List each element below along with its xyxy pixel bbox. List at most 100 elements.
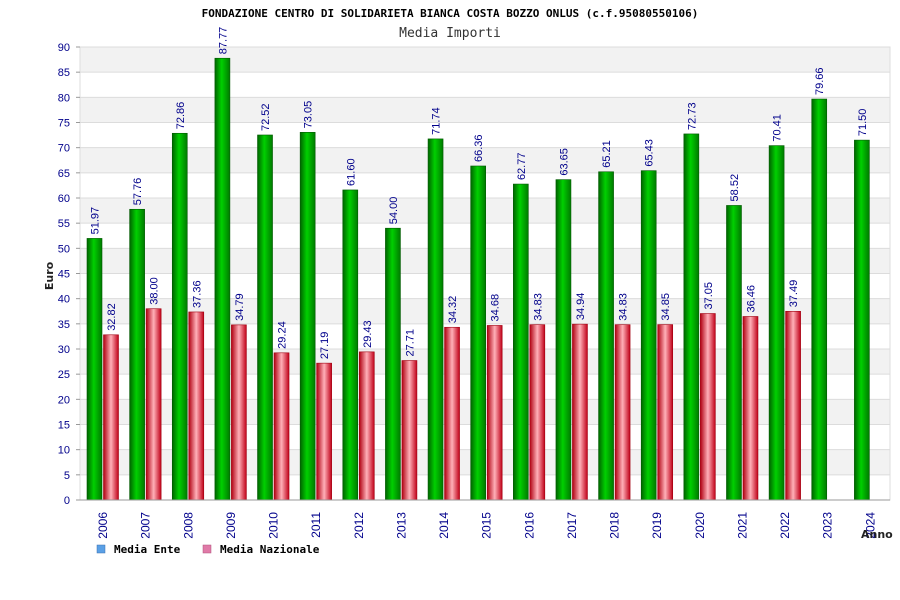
bar-media-ente-2006: [86, 238, 103, 501]
value-label-media-ente-2009: 87.77: [217, 27, 229, 55]
x-tick-label-2006: 2006: [96, 512, 110, 539]
bar-media-nazionale-2022: [785, 311, 801, 501]
y-tick-label: 0: [64, 495, 70, 507]
bar-media-ente-2022: [768, 145, 785, 501]
legend-swatch-media-nazionale: [202, 544, 212, 554]
bar-media-ente-2007: [129, 208, 145, 501]
bar-media-ente-2009: [214, 57, 231, 501]
value-label-media-ente-2018: 65.21: [601, 140, 613, 168]
value-label-media-ente-2020: 72.73: [686, 102, 698, 130]
bar-media-nazionale-2009: [231, 324, 247, 501]
bar-media-ente-2021: [726, 205, 742, 501]
x-tick-label-2017: 2017: [565, 512, 579, 539]
y-tick-label: 40: [58, 294, 70, 306]
value-label-media-nazionale-2021: 36.46: [745, 285, 757, 313]
value-label-media-ente-2014: 71.74: [431, 107, 443, 135]
value-label-media-nazionale-2016: 34.83: [532, 293, 544, 321]
y-axis-label: Euro: [43, 261, 56, 290]
legend-label-media-nazionale: Media Nazionale: [220, 543, 320, 556]
y-tick-label: 25: [58, 369, 70, 381]
x-tick-label-2022: 2022: [778, 512, 792, 539]
bar-media-ente-2020: [683, 133, 700, 501]
value-label-media-nazionale-2022: 37.49: [788, 280, 800, 308]
bar-media-ente-2011: [299, 132, 316, 501]
bar-media-nazionale-2019: [657, 324, 674, 501]
bar-media-ente-2017: [555, 179, 572, 501]
x-tick-label-2019: 2019: [650, 512, 664, 539]
y-axis-ticks: 0 5 10 15 20 25 30 35 40 45 50 55 60 65 70 75 80 85 90: [58, 42, 80, 507]
bar-media-ente-2018: [598, 171, 614, 501]
x-tick-label-2008: 2008: [181, 512, 195, 539]
value-label-media-nazionale-2013: 27.71: [404, 329, 416, 357]
value-label-media-ente-2024: 71.50: [857, 109, 869, 137]
bar-media-ente-2019: [640, 170, 657, 501]
x-axis-ticks: 2006 2007 2008 2009 2010 2011 2012 2013 2014 2015…: [80, 499, 890, 539]
x-axis-label: Anno: [861, 528, 893, 541]
bars: [86, 57, 870, 501]
y-tick-label: 90: [58, 42, 70, 54]
y-tick-label: 30: [58, 344, 70, 356]
value-label-media-nazionale-2012: 29.43: [362, 320, 374, 348]
bar-media-nazionale-2007: [145, 308, 162, 501]
x-tick-label-2024: 2024: [863, 512, 877, 539]
value-label-media-ente-2006: 51.97: [90, 207, 102, 235]
legend: Media Ente Media Nazionale: [96, 543, 320, 556]
value-label-media-ente-2021: 58.52: [729, 174, 741, 202]
bar-media-nazionale-2012: [358, 351, 375, 501]
value-label-media-nazionale-2006: 32.82: [106, 303, 118, 331]
value-label-media-ente-2012: 61.60: [345, 158, 357, 186]
plot-band: [80, 97, 890, 123]
y-tick-label: 45: [58, 269, 70, 281]
x-tick-label-2010: 2010: [267, 512, 281, 539]
bar-media-ente-2024: [854, 139, 870, 501]
bar-media-nazionale-2010: [273, 352, 290, 501]
y-tick-label: 60: [58, 193, 70, 205]
value-label-media-nazionale-2019: 34.85: [660, 293, 672, 321]
y-tick-label: 50: [58, 243, 70, 255]
bar-media-nazionale-2018: [614, 324, 631, 501]
value-label-media-nazionale-2008: 37.36: [191, 280, 203, 308]
x-tick-label-2013: 2013: [394, 512, 408, 539]
x-tick-label-2021: 2021: [735, 512, 749, 539]
value-label-media-nazionale-2017: 34.94: [575, 293, 587, 321]
y-tick-label: 55: [58, 218, 70, 230]
y-tick-label: 10: [58, 445, 70, 457]
value-label-media-ente-2016: 62.77: [516, 153, 528, 181]
x-tick-label-2018: 2018: [608, 512, 622, 539]
bar-media-ente-2023: [811, 98, 828, 501]
x-tick-label-2020: 2020: [693, 512, 707, 539]
bar-media-ente-2014: [427, 138, 444, 501]
bar-media-ente-2016: [513, 183, 529, 501]
value-label-media-nazionale-2007: 38.00: [149, 277, 161, 305]
y-tick-label: 20: [58, 394, 70, 406]
bar-media-nazionale-2013: [401, 360, 418, 501]
x-tick-label-2011: 2011: [309, 512, 323, 538]
value-label-media-ente-2011: 73.05: [303, 101, 315, 129]
bar-media-nazionale-2008: [188, 311, 205, 501]
chart-title: FONDAZIONE CENTRO DI SOLIDARIETA BIANCA …: [202, 7, 699, 20]
x-tick-label-2007: 2007: [139, 512, 153, 539]
y-tick-label: 70: [58, 143, 70, 155]
value-label-media-nazionale-2010: 29.24: [277, 321, 289, 349]
value-label-media-ente-2019: 65.43: [644, 139, 656, 167]
value-label-media-ente-2013: 54.00: [388, 197, 400, 225]
y-tick-label: 15: [58, 420, 70, 432]
value-label-media-nazionale-2015: 34.68: [490, 294, 502, 322]
bar-media-ente-2015: [470, 165, 486, 501]
value-label-media-nazionale-2011: 27.19: [319, 332, 331, 360]
bar-media-ente-2013: [385, 227, 401, 501]
value-label-media-ente-2008: 72.86: [175, 102, 187, 130]
y-tick-label: 85: [58, 67, 70, 79]
x-tick-label-2014: 2014: [437, 512, 451, 539]
y-tick-label: 35: [58, 319, 70, 331]
bar-media-nazionale-2021: [742, 316, 759, 501]
value-label-media-ente-2010: 72.52: [260, 103, 272, 131]
bar-media-ente-2010: [257, 134, 273, 501]
x-tick-label-2012: 2012: [352, 512, 366, 539]
y-tick-label: 75: [58, 118, 70, 130]
bar-media-nazionale-2015: [486, 325, 503, 501]
plot-band: [80, 72, 890, 98]
bar-media-ente-2008: [171, 132, 188, 501]
bar-media-nazionale-2006: [103, 334, 119, 501]
bar-media-nazionale-2017: [572, 323, 588, 501]
